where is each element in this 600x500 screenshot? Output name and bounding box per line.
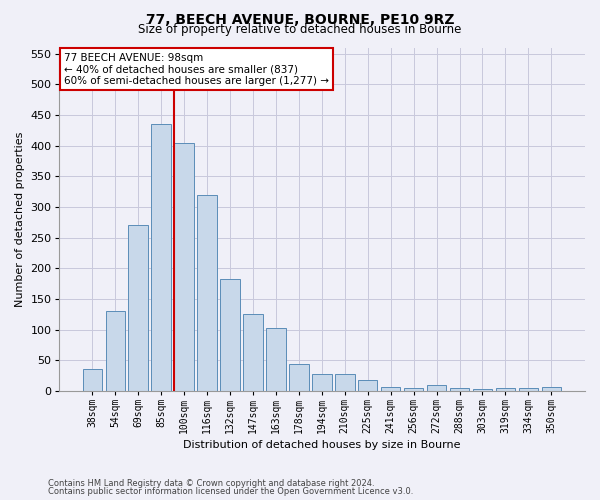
Bar (151, 124, 171, 391)
Text: 77 BEECH AVENUE: 98sqm
← 40% of detached houses are smaller (837)
60% of semi-de: 77 BEECH AVENUE: 98sqm ← 40% of detached… (64, 52, 329, 86)
Bar (243, 314, 263, 391)
X-axis label: Distribution of detached houses by size in Bourne: Distribution of detached houses by size … (183, 440, 461, 450)
Bar (197, 194, 217, 391)
Bar (312, 374, 332, 391)
Text: Contains public sector information licensed under the Open Government Licence v3: Contains public sector information licen… (48, 487, 413, 496)
Bar (404, 388, 424, 391)
Text: Contains HM Land Registry data © Crown copyright and database right 2024.: Contains HM Land Registry data © Crown c… (48, 478, 374, 488)
Bar (83, 370, 102, 391)
Text: Size of property relative to detached houses in Bourne: Size of property relative to detached ho… (139, 22, 461, 36)
Bar (518, 388, 538, 391)
Bar (220, 278, 240, 391)
Bar (266, 328, 286, 391)
Bar (496, 388, 515, 391)
Y-axis label: Number of detached properties: Number of detached properties (15, 132, 25, 307)
Bar (450, 388, 469, 391)
Bar (542, 386, 561, 391)
Bar (381, 386, 400, 391)
Bar (128, 226, 148, 391)
Text: 77, BEECH AVENUE, BOURNE, PE10 9RZ: 77, BEECH AVENUE, BOURNE, PE10 9RZ (146, 12, 454, 26)
Bar (473, 389, 492, 391)
Bar (289, 364, 308, 391)
Bar (106, 311, 125, 391)
Bar (335, 374, 355, 391)
Bar (427, 386, 446, 391)
Bar (358, 380, 377, 391)
Bar (175, 142, 194, 391)
